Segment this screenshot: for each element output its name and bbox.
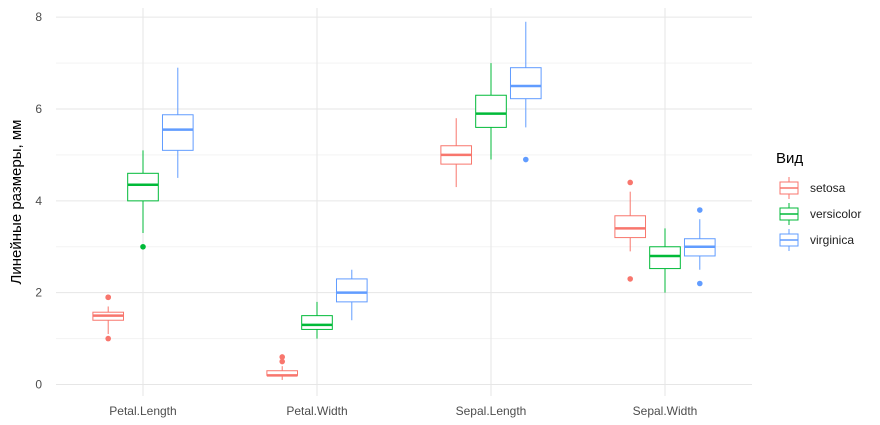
outlier-point [140,243,146,250]
box-virginica-Sepal.Width [683,207,716,287]
box-virginica-Petal.Width [335,269,368,321]
y-tick-label: 8 [35,10,42,24]
y-axis-label: Линейные размеры, мм [8,120,25,285]
box-versicolor-Sepal.Width [649,228,681,293]
box [649,246,681,270]
box-virginica-Sepal.Length [509,21,542,163]
box [614,215,647,239]
outlier-point [279,358,286,365]
box-setosa-Petal.Width [266,354,299,380]
outlier-point [105,335,111,342]
outlier-point [697,207,703,213]
outlier-point [105,294,111,301]
box-versicolor-Petal.Length [127,150,159,250]
box [509,67,542,100]
legend-label: versicolor [810,207,862,221]
box [161,114,194,151]
box [301,315,333,330]
x-tick-label: Petal.Width [286,404,347,418]
legend-label: virginica [810,233,855,247]
y-tick-label: 2 [35,286,42,300]
legend-item-setosa: setosa [776,175,861,201]
x-tick-label: Sepal.Width [633,404,698,418]
legend: Вид setosa versicolor virginica [776,150,861,253]
outlier-point [697,280,703,287]
box-versicolor-Petal.Width [301,301,333,339]
legend-items: setosa versicolor virginica [776,175,861,253]
boxes [92,21,716,380]
box [475,94,507,128]
box-virginica-Petal.Length [161,67,194,178]
box-setosa-Sepal.Width [614,179,647,282]
legend-label: setosa [810,181,846,195]
outlier-point [627,179,633,186]
x-tick-label: Petal.Length [109,404,176,418]
grid [56,8,752,396]
legend-key [779,203,799,225]
outlier-point [279,354,286,360]
legend-item-versicolor: versicolor [776,201,861,227]
y-axis-ticks: 0 2 4 6 8 [35,10,42,391]
box-versicolor-Sepal.Length [475,63,507,160]
outlier-point [627,276,633,282]
x-axis-ticks: Petal.Length Petal.Width Sepal.Length Sepal… [109,404,697,418]
box [335,278,368,303]
box-setosa-Petal.Length [92,294,125,342]
box [127,172,159,202]
legend-item-virginica: virginica [776,227,861,253]
y-tick-label: 0 [35,378,42,392]
x-tick-label: Sepal.Length [456,404,527,418]
legend-key [779,177,799,199]
y-tick-label: 4 [35,194,42,208]
box-setosa-Sepal.Length [440,118,473,188]
legend-title: Вид [776,150,804,167]
legend-key [779,229,799,251]
outlier-point [523,156,529,163]
y-tick-label: 6 [35,102,42,116]
